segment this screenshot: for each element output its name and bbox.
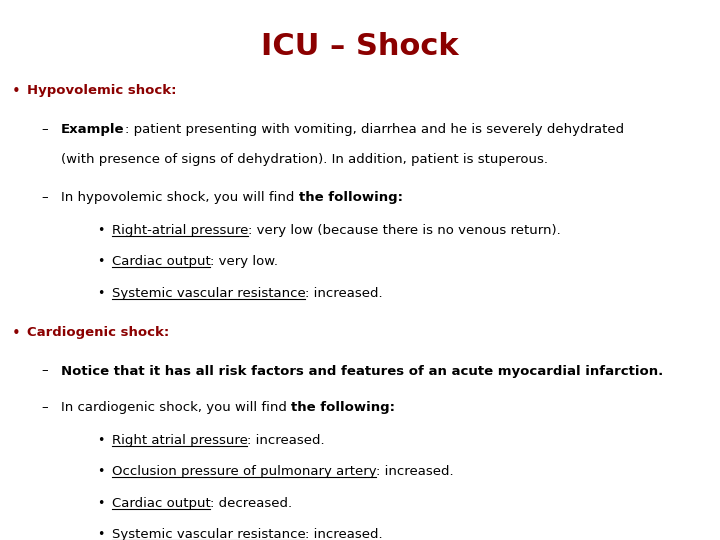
Text: : very low (because there is no venous return).: : very low (because there is no venous r… <box>248 224 561 237</box>
Text: (with presence of signs of dehydration). In addition, patient is stuperous.: (with presence of signs of dehydration).… <box>61 153 548 166</box>
Text: •: • <box>97 465 104 478</box>
Text: Cardiogenic shock:: Cardiogenic shock: <box>27 326 170 339</box>
Text: Notice that it has all risk factors and features of an acute myocardial infarcti: Notice that it has all risk factors and … <box>61 364 663 377</box>
Text: –: – <box>41 123 48 136</box>
Text: •: • <box>97 528 104 540</box>
Text: Hypovolemic shock:: Hypovolemic shock: <box>27 84 177 97</box>
Text: ICU – Shock: ICU – Shock <box>261 32 459 62</box>
Text: •: • <box>97 434 104 447</box>
Text: Occlusion pressure of pulmonary artery: Occlusion pressure of pulmonary artery <box>112 465 377 478</box>
Text: Right-atrial pressure: Right-atrial pressure <box>112 224 248 237</box>
Text: Cardiac output: Cardiac output <box>112 497 210 510</box>
Text: : very low.: : very low. <box>210 255 279 268</box>
Text: In cardiogenic shock, you will find: In cardiogenic shock, you will find <box>61 401 292 414</box>
Text: : increased.: : increased. <box>305 528 383 540</box>
Text: Example: Example <box>61 123 125 136</box>
Text: Systemic vascular resistance: Systemic vascular resistance <box>112 528 305 540</box>
Text: •: • <box>12 84 20 99</box>
Text: : increased.: : increased. <box>305 287 383 300</box>
Text: the following:: the following: <box>292 401 395 414</box>
Text: •: • <box>12 326 20 341</box>
Text: –: – <box>41 191 48 204</box>
Text: : increased.: : increased. <box>248 434 325 447</box>
Text: : patient presenting with vomiting, diarrhea and he is severely dehydrated: : patient presenting with vomiting, diar… <box>125 123 624 136</box>
Text: In hypovolemic shock, you will find: In hypovolemic shock, you will find <box>61 191 299 204</box>
Text: : decreased.: : decreased. <box>210 497 292 510</box>
Text: Cardiac output: Cardiac output <box>112 255 210 268</box>
Text: Right atrial pressure: Right atrial pressure <box>112 434 248 447</box>
Text: •: • <box>97 255 104 268</box>
Text: •: • <box>97 287 104 300</box>
Text: –: – <box>41 401 48 414</box>
Text: •: • <box>97 497 104 510</box>
Text: •: • <box>97 224 104 237</box>
Text: : increased.: : increased. <box>377 465 454 478</box>
Text: Systemic vascular resistance: Systemic vascular resistance <box>112 287 305 300</box>
Text: –: – <box>41 364 48 377</box>
Text: the following:: the following: <box>299 191 402 204</box>
